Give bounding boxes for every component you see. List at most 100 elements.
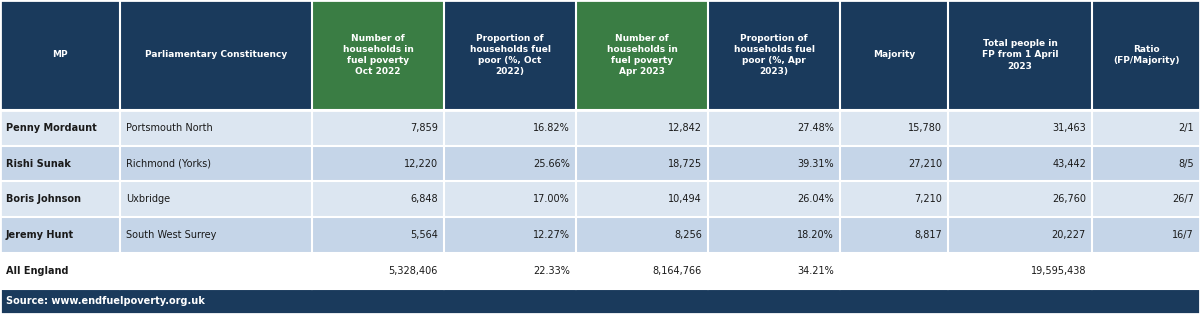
FancyBboxPatch shape [120,217,312,253]
FancyBboxPatch shape [120,181,312,217]
FancyBboxPatch shape [840,253,948,289]
FancyBboxPatch shape [948,217,1092,253]
FancyBboxPatch shape [120,0,312,110]
Text: 27.48%: 27.48% [797,123,834,133]
Text: Boris Johnson: Boris Johnson [6,194,82,204]
Text: Number of
households in
fuel poverty
Oct 2022: Number of households in fuel poverty Oct… [342,34,414,76]
FancyBboxPatch shape [948,110,1092,146]
FancyBboxPatch shape [948,181,1092,217]
Text: 39.31%: 39.31% [797,159,834,169]
Text: 7,859: 7,859 [410,123,438,133]
Text: 8,256: 8,256 [674,230,702,240]
Text: Richmond (Yorks): Richmond (Yorks) [126,159,211,169]
FancyBboxPatch shape [444,146,576,181]
FancyBboxPatch shape [708,146,840,181]
Text: 16.82%: 16.82% [533,123,570,133]
FancyBboxPatch shape [312,146,444,181]
Text: 5,328,406: 5,328,406 [389,266,438,276]
FancyBboxPatch shape [1092,217,1200,253]
FancyBboxPatch shape [444,110,576,146]
Text: 8/5: 8/5 [1178,159,1194,169]
Text: Portsmouth North: Portsmouth North [126,123,212,133]
FancyBboxPatch shape [1092,146,1200,181]
FancyBboxPatch shape [0,146,120,181]
FancyBboxPatch shape [312,217,444,253]
FancyBboxPatch shape [948,253,1092,289]
Text: 15,780: 15,780 [908,123,942,133]
FancyBboxPatch shape [1092,181,1200,217]
Text: 7,210: 7,210 [914,194,942,204]
FancyBboxPatch shape [312,253,444,289]
Text: 10,494: 10,494 [668,194,702,204]
FancyBboxPatch shape [840,0,948,110]
FancyBboxPatch shape [0,217,120,253]
Text: Number of
households in
fuel poverty
Apr 2023: Number of households in fuel poverty Apr… [606,34,678,76]
FancyBboxPatch shape [840,217,948,253]
Text: Total people in
FP from 1 April
2023: Total people in FP from 1 April 2023 [982,39,1058,71]
Text: 26,760: 26,760 [1052,194,1086,204]
FancyBboxPatch shape [120,110,312,146]
FancyBboxPatch shape [0,181,120,217]
FancyBboxPatch shape [312,181,444,217]
Text: All England: All England [6,266,68,276]
Text: 12.27%: 12.27% [533,230,570,240]
FancyBboxPatch shape [120,253,312,289]
Text: 16/7: 16/7 [1172,230,1194,240]
Text: 2/1: 2/1 [1178,123,1194,133]
Text: Ratio
(FP/Majority): Ratio (FP/Majority) [1112,45,1180,65]
Text: Uxbridge: Uxbridge [126,194,170,204]
Text: Source: www.endfuelpoverty.org.uk: Source: www.endfuelpoverty.org.uk [6,296,205,306]
FancyBboxPatch shape [312,110,444,146]
Text: 18.20%: 18.20% [797,230,834,240]
FancyBboxPatch shape [1092,0,1200,110]
Text: South West Surrey: South West Surrey [126,230,216,240]
FancyBboxPatch shape [708,217,840,253]
Text: 5,564: 5,564 [410,230,438,240]
FancyBboxPatch shape [1092,110,1200,146]
Text: 22.33%: 22.33% [533,266,570,276]
Text: 17.00%: 17.00% [533,194,570,204]
FancyBboxPatch shape [840,110,948,146]
Text: 20,227: 20,227 [1051,230,1086,240]
FancyBboxPatch shape [576,181,708,217]
FancyBboxPatch shape [948,0,1092,110]
FancyBboxPatch shape [444,217,576,253]
Text: 19,595,438: 19,595,438 [1031,266,1086,276]
FancyBboxPatch shape [444,0,576,110]
FancyBboxPatch shape [576,217,708,253]
FancyBboxPatch shape [444,253,576,289]
Text: 12,220: 12,220 [404,159,438,169]
Text: Proportion of
households fuel
poor (%, Oct
2022): Proportion of households fuel poor (%, O… [469,34,551,76]
Text: Penny Mordaunt: Penny Mordaunt [6,123,97,133]
FancyBboxPatch shape [708,253,840,289]
FancyBboxPatch shape [1092,253,1200,289]
FancyBboxPatch shape [708,0,840,110]
Text: 34.21%: 34.21% [797,266,834,276]
Text: 12,842: 12,842 [668,123,702,133]
FancyBboxPatch shape [576,0,708,110]
Text: MP: MP [52,51,68,59]
Text: 26.04%: 26.04% [797,194,834,204]
Text: Parliamentary Constituency: Parliamentary Constituency [145,51,287,59]
FancyBboxPatch shape [576,253,708,289]
FancyBboxPatch shape [840,146,948,181]
Text: 31,463: 31,463 [1052,123,1086,133]
FancyBboxPatch shape [0,110,120,146]
FancyBboxPatch shape [840,181,948,217]
FancyBboxPatch shape [312,0,444,110]
FancyBboxPatch shape [0,289,1200,314]
Text: Rishi Sunak: Rishi Sunak [6,159,71,169]
Text: 43,442: 43,442 [1052,159,1086,169]
FancyBboxPatch shape [120,146,312,181]
Text: Proportion of
households fuel
poor (%, Apr
2023): Proportion of households fuel poor (%, A… [733,34,815,76]
Text: 8,164,766: 8,164,766 [653,266,702,276]
FancyBboxPatch shape [444,181,576,217]
Text: Jeremy Hunt: Jeremy Hunt [6,230,74,240]
Text: 27,210: 27,210 [908,159,942,169]
Text: 25.66%: 25.66% [533,159,570,169]
FancyBboxPatch shape [0,253,120,289]
Text: 6,848: 6,848 [410,194,438,204]
FancyBboxPatch shape [576,146,708,181]
Text: 8,817: 8,817 [914,230,942,240]
Text: 18,725: 18,725 [668,159,702,169]
